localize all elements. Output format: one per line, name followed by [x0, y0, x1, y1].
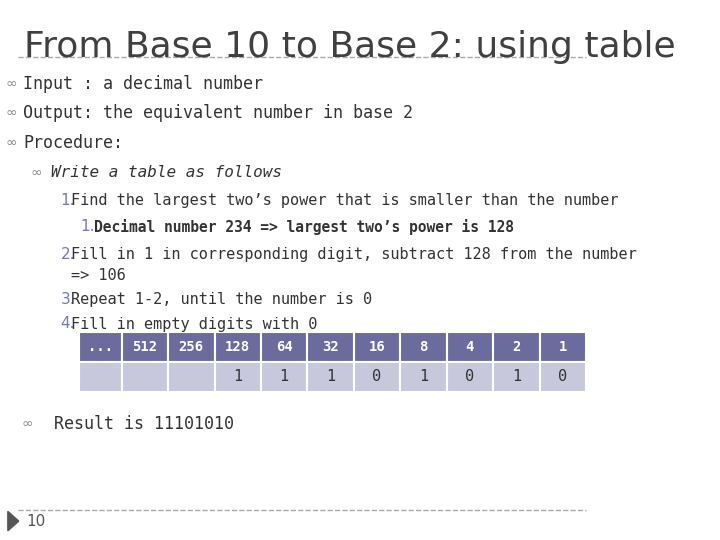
Text: 4.: 4.: [60, 316, 75, 332]
Text: 32: 32: [323, 340, 339, 354]
FancyBboxPatch shape: [168, 362, 215, 392]
FancyBboxPatch shape: [122, 362, 168, 392]
FancyBboxPatch shape: [539, 332, 586, 362]
FancyBboxPatch shape: [354, 332, 400, 362]
FancyBboxPatch shape: [446, 332, 493, 362]
Text: From Base 10 to Base 2: using table: From Base 10 to Base 2: using table: [24, 30, 676, 64]
Text: Write a table as follows: Write a table as follows: [51, 165, 282, 180]
FancyBboxPatch shape: [168, 332, 215, 362]
FancyBboxPatch shape: [261, 362, 307, 392]
Text: 1: 1: [326, 369, 335, 384]
Text: 0: 0: [465, 369, 474, 384]
Text: 4: 4: [466, 340, 474, 354]
FancyBboxPatch shape: [493, 362, 539, 392]
Text: 0: 0: [558, 369, 567, 384]
Text: ∞: ∞: [30, 166, 42, 180]
Text: Procedure:: Procedure:: [23, 134, 123, 152]
Text: Repeat 1-2, until the number is 0: Repeat 1-2, until the number is 0: [71, 292, 372, 307]
FancyBboxPatch shape: [78, 362, 122, 392]
Text: 2: 2: [512, 340, 521, 354]
FancyBboxPatch shape: [307, 332, 354, 362]
FancyBboxPatch shape: [261, 332, 307, 362]
Text: ∞: ∞: [22, 417, 33, 431]
Text: 3.: 3.: [60, 292, 75, 307]
Text: 1: 1: [279, 369, 289, 384]
Text: Input : a decimal number: Input : a decimal number: [23, 75, 263, 93]
Text: 1: 1: [233, 369, 243, 384]
FancyBboxPatch shape: [539, 362, 586, 392]
FancyBboxPatch shape: [400, 332, 446, 362]
FancyBboxPatch shape: [493, 332, 539, 362]
Text: Output: the equivalent number in base 2: Output: the equivalent number in base 2: [23, 104, 413, 123]
Text: 1: 1: [512, 369, 521, 384]
Text: 1.: 1.: [60, 193, 75, 208]
Text: ...: ...: [88, 340, 112, 354]
Text: => 106: => 106: [71, 268, 126, 283]
Text: 128: 128: [225, 340, 251, 354]
Text: 2.: 2.: [60, 247, 75, 262]
Text: 10: 10: [27, 514, 46, 529]
Text: 16: 16: [369, 340, 385, 354]
FancyBboxPatch shape: [78, 332, 122, 362]
Text: 8: 8: [419, 340, 428, 354]
Text: 256: 256: [179, 340, 204, 354]
FancyBboxPatch shape: [307, 362, 354, 392]
FancyBboxPatch shape: [400, 362, 446, 392]
Text: 512: 512: [132, 340, 158, 354]
Text: 1.: 1.: [81, 219, 95, 234]
FancyBboxPatch shape: [446, 362, 493, 392]
FancyBboxPatch shape: [354, 362, 400, 392]
Polygon shape: [8, 511, 19, 531]
FancyBboxPatch shape: [122, 332, 168, 362]
Text: ∞: ∞: [5, 106, 17, 120]
Text: ∞: ∞: [5, 77, 17, 91]
Text: 64: 64: [276, 340, 292, 354]
Text: 1: 1: [559, 340, 567, 354]
Text: Find the largest two’s power that is smaller than the number: Find the largest two’s power that is sma…: [71, 193, 618, 208]
Text: Decimal number 234 => largest two’s power is 128: Decimal number 234 => largest two’s powe…: [94, 219, 513, 235]
Text: Result is 11101010: Result is 11101010: [55, 415, 235, 433]
FancyBboxPatch shape: [215, 362, 261, 392]
Text: ∞: ∞: [5, 136, 17, 150]
Text: Fill in 1 in corresponding digit, subtract 128 from the number: Fill in 1 in corresponding digit, subtra…: [71, 247, 637, 262]
Text: 1: 1: [419, 369, 428, 384]
FancyBboxPatch shape: [215, 332, 261, 362]
Text: Fill in empty digits with 0: Fill in empty digits with 0: [71, 316, 318, 332]
Text: 0: 0: [372, 369, 382, 384]
